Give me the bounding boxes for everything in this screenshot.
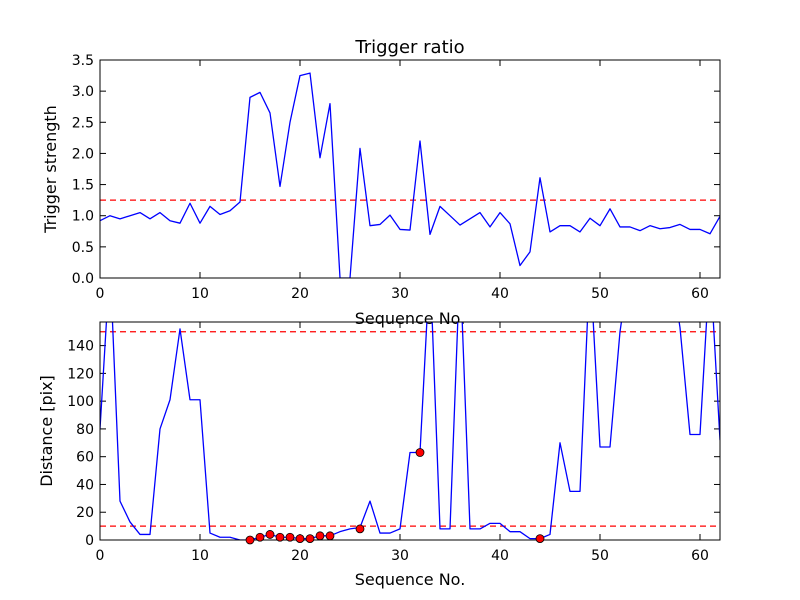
- y-tick-label: 2.0: [72, 146, 94, 162]
- x-tick-label: 40: [491, 548, 509, 564]
- chart-title: Trigger ratio: [354, 37, 464, 58]
- data-point-marker: [315, 531, 325, 541]
- y-tick-label: 1.0: [72, 209, 94, 225]
- data-point-marker: [535, 534, 545, 544]
- x-tick-label: 0: [96, 286, 105, 302]
- y-axis-label: Trigger strength: [41, 105, 60, 234]
- x-tick-label: 60: [691, 286, 709, 302]
- data-point-marker: [325, 531, 335, 541]
- y-tick-label: 100: [67, 394, 94, 410]
- series-line: [100, 322, 720, 540]
- marker-group: [245, 448, 545, 545]
- y-tick-label: 40: [76, 477, 94, 493]
- y-tick-label: 1.5: [72, 178, 94, 194]
- y-tick-label: 60: [76, 450, 94, 466]
- x-tick-label: 20: [291, 286, 309, 302]
- plot-frame: [99, 59, 721, 279]
- x-tick-label: 20: [291, 548, 309, 564]
- data-point-marker: [285, 532, 295, 542]
- x-tick-label: 50: [591, 286, 609, 302]
- y-tick-label: 0: [85, 533, 94, 549]
- y-tick-label: 20: [76, 505, 94, 521]
- x-tick-label: 10: [191, 286, 209, 302]
- x-tick-label: 50: [591, 548, 609, 564]
- y-tick-label: 120: [67, 366, 94, 382]
- data-point-marker: [415, 448, 425, 457]
- data-point-marker: [245, 535, 255, 545]
- distance-plot: 0 10 20 30 40 50 60 0 20 40 60 80 100 120 140 Sequence…: [37, 321, 721, 589]
- data-point-marker: [305, 534, 315, 544]
- x-tick-label: 40: [491, 286, 509, 302]
- x-axis-label: Sequence No.: [355, 309, 466, 328]
- x-tick-label: 0: [96, 548, 105, 564]
- y-tick-label: 0.5: [72, 240, 94, 256]
- data-point-marker: [355, 524, 365, 534]
- y-tick-label: 0.0: [72, 271, 94, 287]
- y-tick-label: 2.5: [72, 115, 94, 131]
- x-tick-label: 60: [691, 548, 709, 564]
- data-point-marker: [275, 532, 285, 542]
- plot-frame: [99, 321, 721, 541]
- y-tick-label: 140: [67, 339, 94, 355]
- x-tick-label: 30: [391, 548, 409, 564]
- series-line: [100, 72, 720, 278]
- x-axis-label: Sequence No.: [355, 570, 466, 589]
- y-tick-label: 3.0: [72, 84, 94, 100]
- x-tick-label: 30: [391, 286, 409, 302]
- x-tick-label: 10: [191, 548, 209, 564]
- y-axis-label: Distance [pix]: [37, 375, 56, 487]
- y-tick-label: 3.5: [72, 53, 94, 69]
- trigger-ratio-plot: 0 10 20 30 40 50 60 0.0 0.5 1.0 1.5 2.0 2.5 3.0 3.5 Se…: [41, 53, 721, 328]
- data-point-marker: [255, 532, 265, 542]
- data-point-marker: [295, 534, 305, 544]
- y-tick-label: 80: [76, 422, 94, 438]
- data-point-marker: [265, 530, 275, 539]
